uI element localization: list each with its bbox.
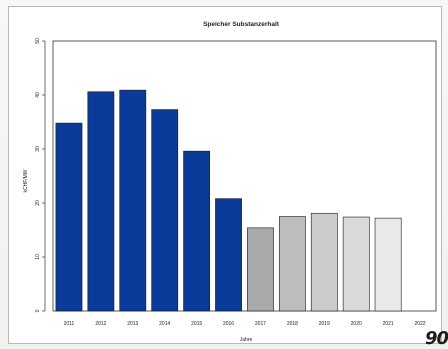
bar-2019 [310,212,338,312]
y-tick-label: 30 [35,146,41,152]
x-tick-label: 2017 [255,321,266,327]
bars-group [55,89,402,312]
bar-2020 [342,216,370,312]
bar-2011 [55,122,83,312]
bar-2015 [183,150,211,312]
y-tick-label: 40 [35,92,41,98]
page-number-stamp: 90 [424,328,448,349]
bar-2012 [87,91,115,312]
bar-2013 [119,89,147,312]
x-tick-label: 2015 [191,321,202,327]
x-tick-label: 2022 [414,321,425,327]
x-tick-label: 2016 [223,321,234,327]
x-tick-label: 2019 [319,321,330,327]
chart-frame: Speicher Substanzerhalt 0 10 20 30 40 50 2011… [8,6,442,344]
x-tick-label: 2018 [287,321,298,327]
bar-2014 [151,109,179,312]
plot-area-border [52,40,437,312]
bar-2016 [215,198,242,312]
bar-2021 [374,217,402,312]
x-tick-label: 2014 [159,321,170,327]
y-tick-label: 20 [35,200,41,206]
x-axis-label: Jahre [240,337,253,343]
y-tick-label: 0 [35,309,41,312]
x-tick-label: 2011 [64,321,75,327]
bar-chart: Speicher Substanzerhalt 0 10 20 30 40 50 2011… [23,21,437,343]
x-tick-label: 2013 [127,321,138,327]
y-axis: 0 10 20 30 40 50 [35,38,46,312]
x-axis: 2011 2012 2013 2014 2015 2016 2017 2018 2019 2020… [64,321,426,327]
x-tick-label: 2021 [383,321,394,327]
x-tick-label: 2012 [95,321,106,327]
bar-2017 [247,227,274,312]
x-tick-label: 2020 [351,321,362,327]
bar-2018 [278,216,306,312]
chart-title: Speicher Substanzerhalt [203,21,280,28]
y-tick-label: 10 [35,254,41,260]
y-tick-label: 50 [35,38,41,44]
y-axis-label: kCHF/MW [23,169,29,192]
